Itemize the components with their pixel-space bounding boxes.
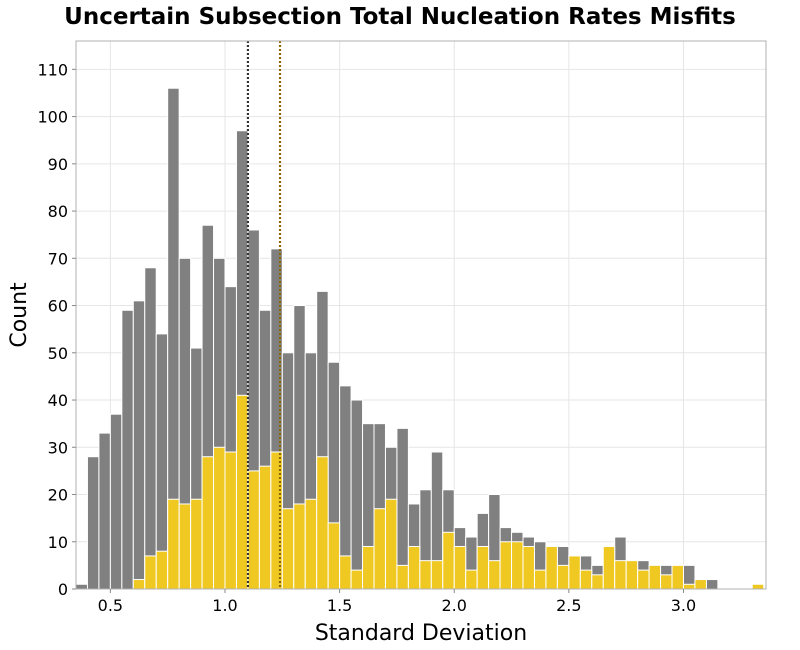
bar-gray xyxy=(98,432,111,590)
bar-gray xyxy=(132,300,146,590)
bar-gray xyxy=(144,267,157,590)
x-tick-label: 2.0 xyxy=(442,596,467,615)
x-tick-label: 1.5 xyxy=(327,596,352,615)
bar-yellow xyxy=(442,531,455,590)
y-tick-label: 90 xyxy=(48,155,68,174)
y-axis-label: Count xyxy=(7,282,32,348)
bar-yellow xyxy=(465,569,478,590)
bar-yellow xyxy=(201,456,215,590)
bar-gray xyxy=(705,579,719,590)
bar-yellow xyxy=(694,579,707,590)
bar-yellow xyxy=(384,498,398,590)
bar-yellow xyxy=(637,569,650,590)
chart-title: Uncertain Subsection Total Nucleation Ra… xyxy=(64,4,736,30)
bar-yellow xyxy=(144,555,157,590)
bar-yellow xyxy=(304,498,318,590)
y-tick-label: 80 xyxy=(48,202,68,221)
y-tick-label: 20 xyxy=(48,486,68,505)
x-axis-label: Standard Deviation xyxy=(315,621,527,646)
y-tick-label: 70 xyxy=(48,249,68,268)
bar-gray xyxy=(350,399,364,590)
bar-yellow xyxy=(132,579,146,590)
bar-yellow xyxy=(430,560,444,590)
bar-yellow xyxy=(556,564,570,590)
bar-yellow xyxy=(511,541,524,590)
bar-yellow xyxy=(316,456,329,590)
bar-yellow xyxy=(488,560,501,590)
bar-yellow xyxy=(522,545,535,590)
y-tick-label: 30 xyxy=(48,438,68,457)
bar-yellow xyxy=(224,451,237,590)
bar-yellow xyxy=(751,583,765,590)
bar-yellow xyxy=(648,564,662,590)
y-tick-label: 110 xyxy=(37,60,68,79)
y-tick-label: 40 xyxy=(48,391,68,410)
y-tick-label: 100 xyxy=(37,108,68,127)
bar-yellow xyxy=(235,394,249,590)
bar-gray xyxy=(75,583,88,590)
bar-yellow xyxy=(190,498,203,590)
x-tick-label: 2.5 xyxy=(556,596,581,615)
bar-yellow xyxy=(293,503,306,590)
bar-yellow xyxy=(453,545,467,590)
bar-yellow xyxy=(682,583,696,590)
bar-yellow xyxy=(327,522,341,590)
bar-gray xyxy=(121,309,134,590)
bar-yellow xyxy=(499,541,513,590)
bar-yellow xyxy=(533,569,547,590)
bar-yellow xyxy=(339,555,352,590)
bar-gray xyxy=(86,456,100,590)
bar-yellow xyxy=(671,564,684,590)
y-tick-label: 0 xyxy=(58,580,68,599)
x-tick-label: 1.0 xyxy=(212,596,237,615)
bar-yellow xyxy=(419,560,432,590)
y-tick-label: 60 xyxy=(48,297,68,316)
y-axis-ticks: 0 10 20 30 40 50 60 70 80 90 100 110 xyxy=(37,60,76,599)
bar-yellow xyxy=(213,446,226,590)
bar-yellow xyxy=(476,545,490,590)
bar-yellow xyxy=(247,470,260,590)
bar-yellow xyxy=(602,545,616,590)
plot-frame xyxy=(75,40,767,590)
bar-yellow xyxy=(258,465,272,590)
bar-yellow xyxy=(568,555,581,590)
bar-yellow xyxy=(625,560,639,590)
x-tick-label: 0.5 xyxy=(98,596,123,615)
bar-yellow xyxy=(167,498,180,590)
bar-yellow xyxy=(178,503,192,590)
bar-yellow xyxy=(591,574,604,590)
bar-yellow xyxy=(407,545,421,590)
bar-yellow xyxy=(350,569,364,590)
bar-yellow xyxy=(362,545,375,590)
bar-yellow xyxy=(660,574,673,590)
y-tick-label: 50 xyxy=(48,344,68,363)
x-axis-ticks: 0.5 1.0 1.5 2.0 2.5 3.0 xyxy=(98,589,696,615)
bar-yellow xyxy=(614,560,627,590)
x-tick-label: 3.0 xyxy=(671,596,696,615)
bar-gray xyxy=(109,413,123,590)
bar-yellow xyxy=(579,569,593,590)
bar-yellow xyxy=(281,508,295,590)
bar-yellow xyxy=(155,550,169,590)
bar-yellow xyxy=(270,451,283,590)
bar-yellow xyxy=(545,545,558,590)
bar-yellow xyxy=(373,508,386,590)
reference-lines xyxy=(246,41,282,589)
bar-yellow xyxy=(396,564,409,590)
y-tick-label: 10 xyxy=(48,533,68,552)
